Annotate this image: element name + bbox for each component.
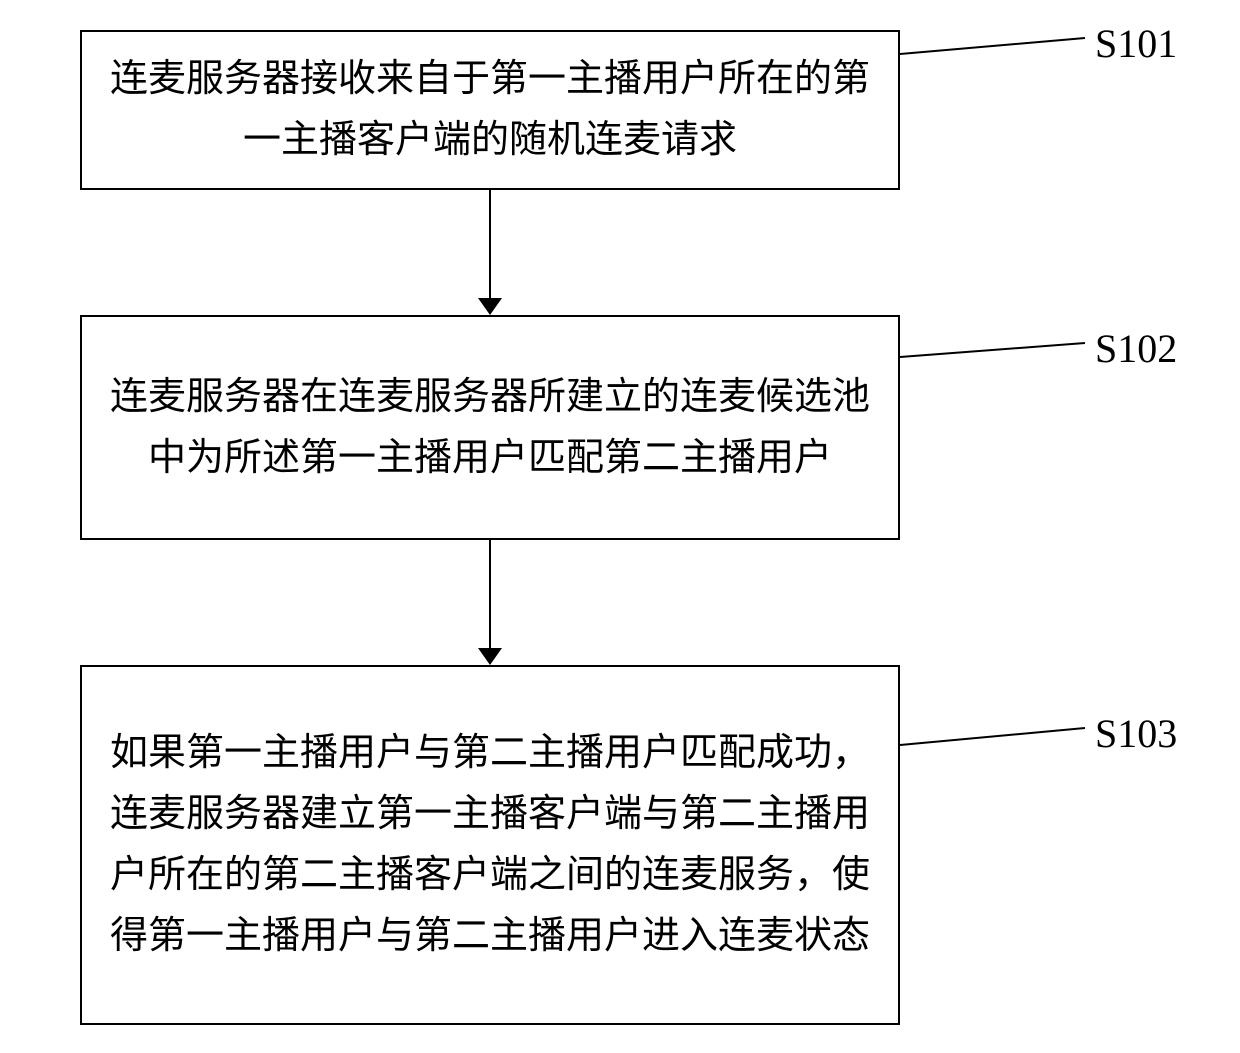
arrow-1-2-head [478, 298, 502, 315]
flowchart-step-2: 连麦服务器在连麦服务器所建立的连麦候选池中为所述第一主播用户匹配第二主播用户 [80, 315, 900, 540]
arrow-2-3-head [478, 648, 502, 665]
arrow-1-2-line [489, 190, 491, 300]
step-3-text: 如果第一主播用户与第二主播用户匹配成功，连麦服务器建立第一主播客户端与第二主播用… [102, 723, 878, 966]
flowchart-step-3: 如果第一主播用户与第二主播用户匹配成功，连麦服务器建立第一主播客户端与第二主播用… [80, 665, 900, 1025]
step-1-text: 连麦服务器接收来自于第一主播用户所在的第一主播客户端的随机连麦请求 [102, 49, 878, 171]
connector-2 [900, 335, 1100, 375]
connector-1 [900, 30, 1100, 70]
flowchart-step-1: 连麦服务器接收来自于第一主播用户所在的第一主播客户端的随机连麦请求 [80, 30, 900, 190]
step-label-2: S102 [1095, 325, 1177, 372]
step-2-text: 连麦服务器在连麦服务器所建立的连麦候选池中为所述第一主播用户匹配第二主播用户 [102, 367, 878, 489]
arrow-2-3-line [489, 540, 491, 650]
step-label-3: S103 [1095, 710, 1177, 757]
step-label-1: S101 [1095, 20, 1177, 67]
connector-3 [900, 720, 1100, 760]
